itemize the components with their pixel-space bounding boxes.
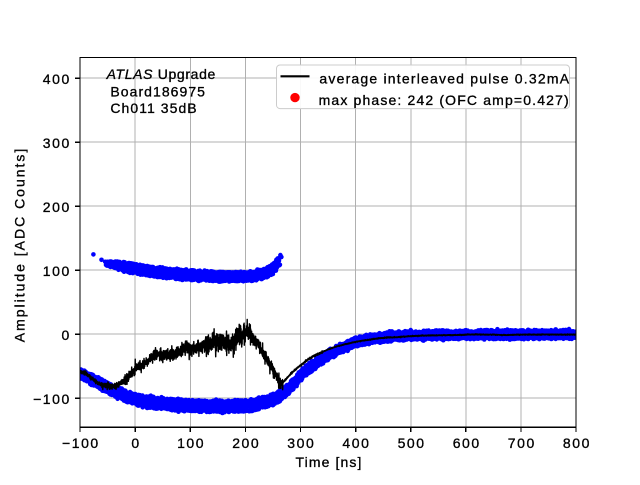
svg-text:average interleaved pulse 0.32: average interleaved pulse 0.32mA bbox=[319, 70, 570, 86]
svg-text:800: 800 bbox=[563, 435, 591, 451]
svg-text:Ch011 35dB: Ch011 35dB bbox=[110, 100, 197, 116]
svg-text:0: 0 bbox=[131, 435, 140, 451]
svg-text:ATLAS Upgrade: ATLAS Upgrade bbox=[106, 66, 216, 82]
svg-text:−100: −100 bbox=[62, 435, 100, 451]
svg-text:Time [ns]: Time [ns] bbox=[296, 454, 363, 470]
svg-text:200: 200 bbox=[43, 199, 71, 215]
svg-text:200: 200 bbox=[232, 435, 260, 451]
svg-text:−100: −100 bbox=[33, 391, 71, 407]
svg-text:100: 100 bbox=[177, 435, 205, 451]
svg-text:max phase: 242 (OFC amp=0.427): max phase: 242 (OFC amp=0.427) bbox=[319, 92, 570, 108]
svg-text:300: 300 bbox=[287, 435, 315, 451]
svg-text:500: 500 bbox=[398, 435, 426, 451]
svg-text:600: 600 bbox=[453, 435, 481, 451]
svg-text:400: 400 bbox=[342, 435, 370, 451]
svg-text:Amplitude [ADC Counts]: Amplitude [ADC Counts] bbox=[12, 147, 28, 343]
svg-text:700: 700 bbox=[508, 435, 536, 451]
svg-text:0: 0 bbox=[61, 327, 70, 343]
svg-text:Board186975: Board186975 bbox=[110, 83, 206, 99]
svg-text:400: 400 bbox=[43, 71, 71, 87]
svg-text:100: 100 bbox=[43, 263, 71, 279]
svg-text:300: 300 bbox=[43, 135, 71, 151]
